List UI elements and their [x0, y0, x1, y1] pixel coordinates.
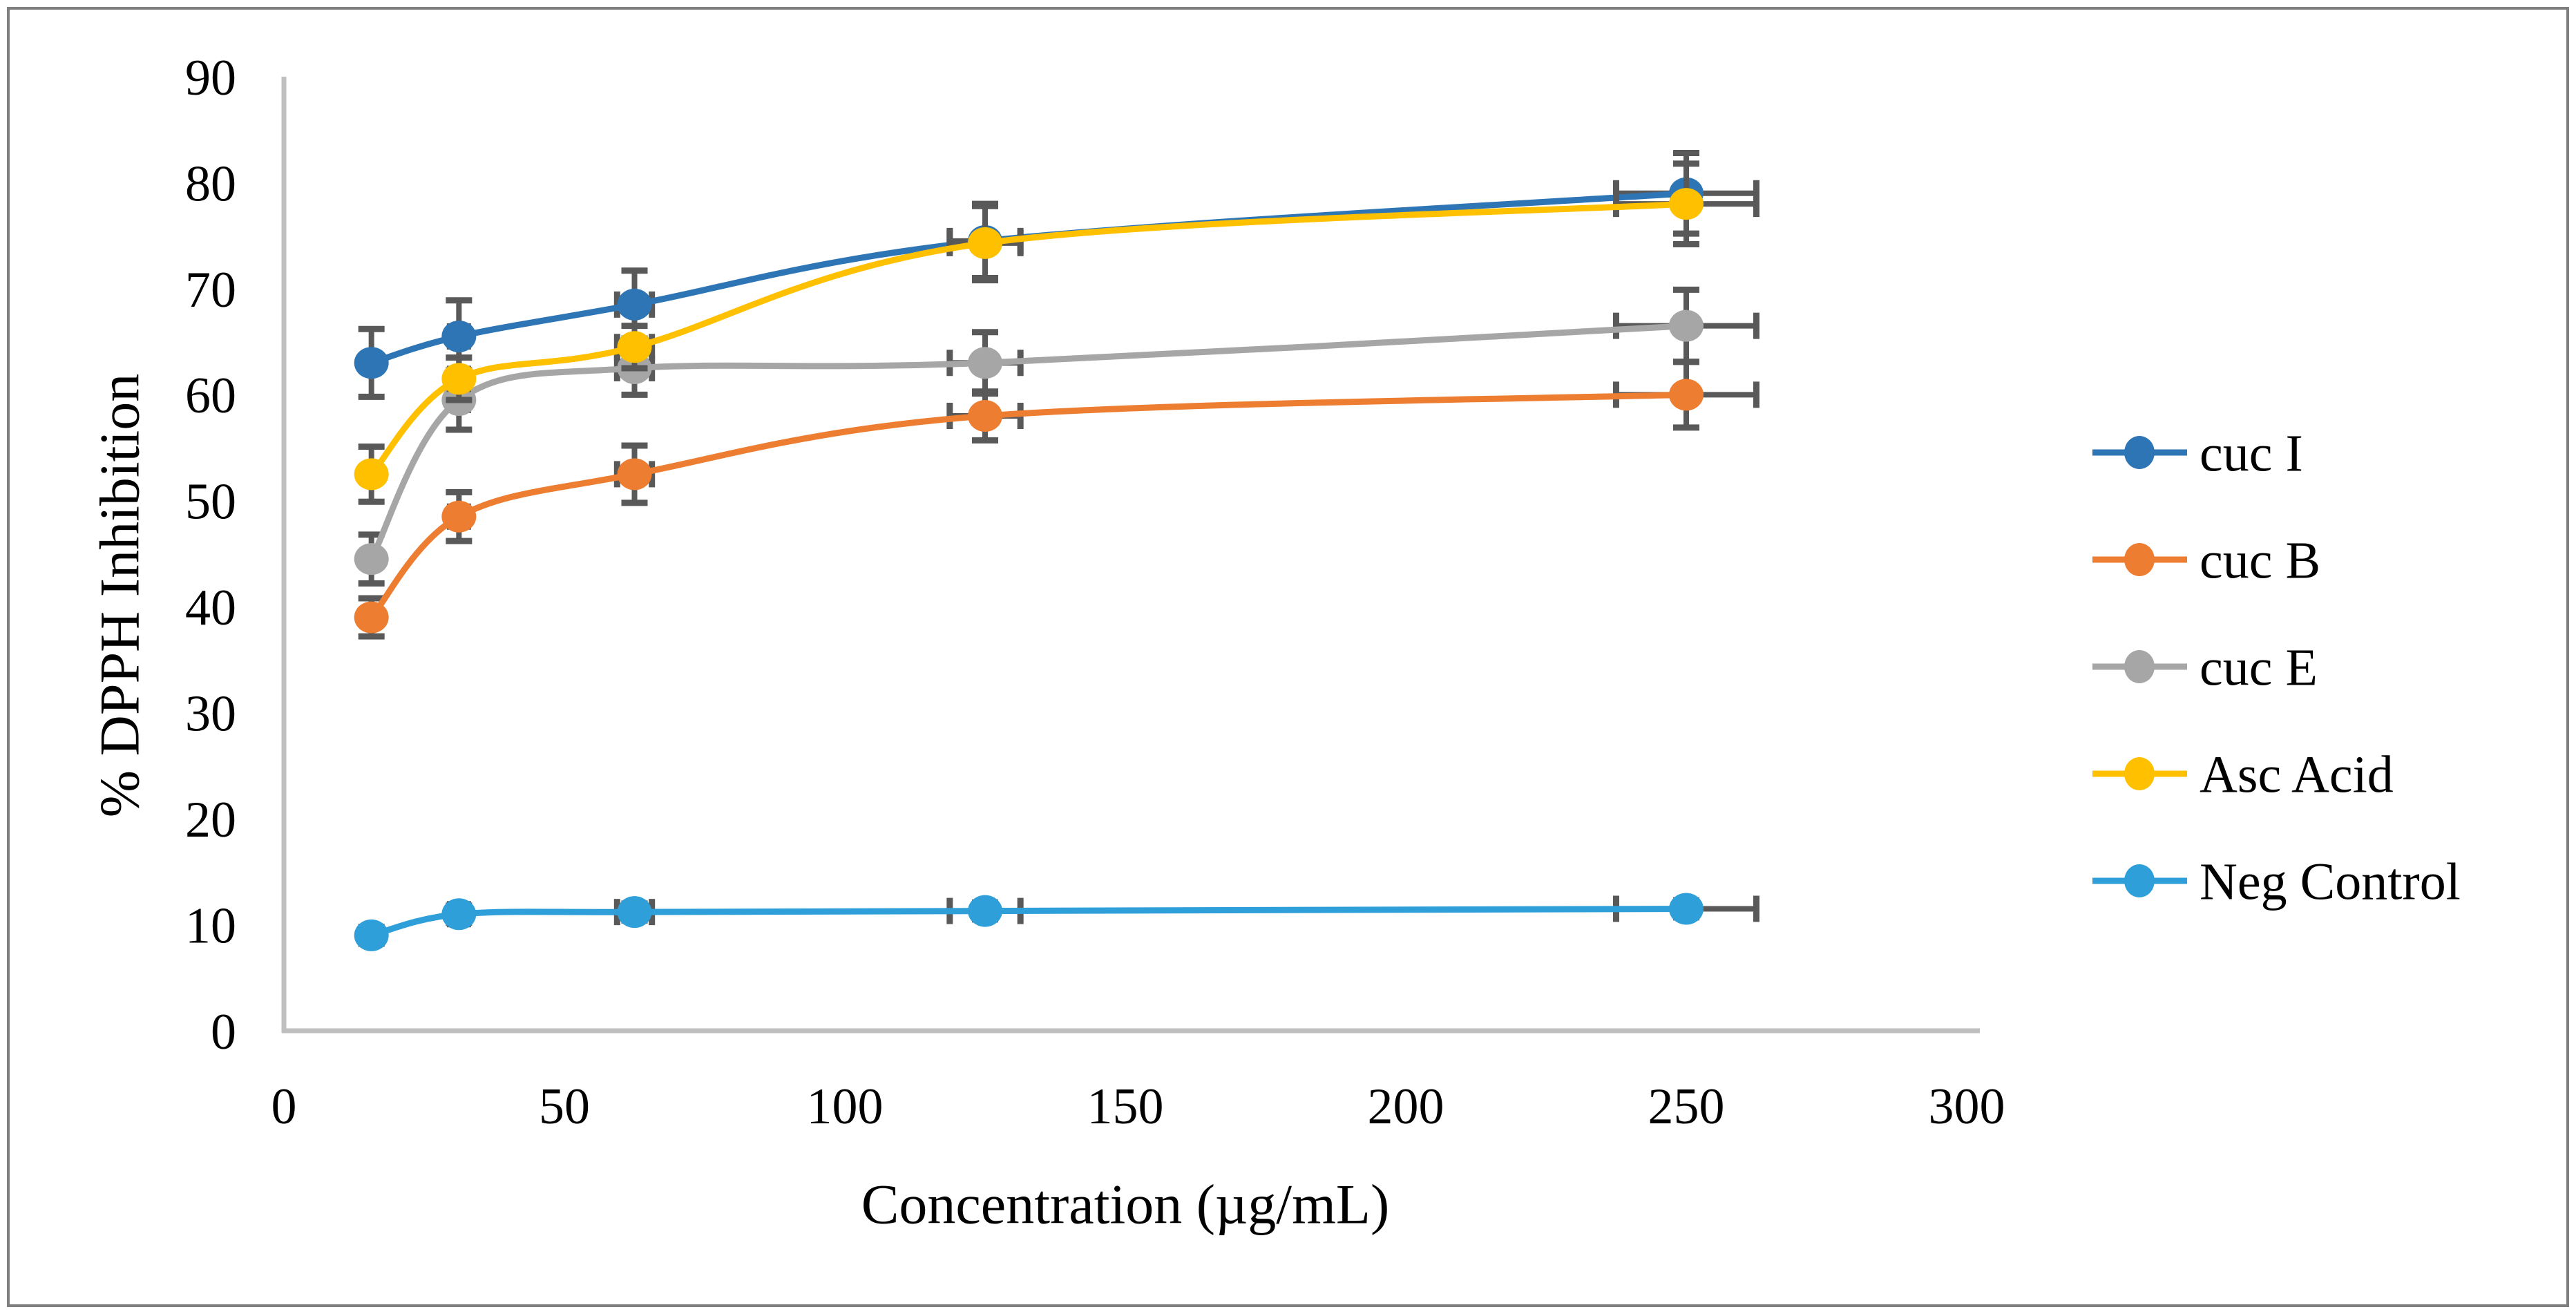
series-asc-acid — [354, 160, 1759, 505]
y-tick-label: 30 — [185, 686, 236, 743]
data-point — [354, 347, 389, 379]
data-point — [968, 895, 1002, 927]
data-point — [1669, 310, 1704, 342]
series-line — [368, 323, 1690, 562]
legend-marker-icon — [2124, 436, 2155, 469]
x-axis-title: Concentration (µg/mL) — [861, 1173, 1390, 1236]
legend: cuc I cuc B cuc E Asc Acid Neg Control — [2092, 425, 2461, 911]
legend-item: Neg Control — [2092, 853, 2461, 911]
legend-label: Neg Control — [2200, 853, 2461, 911]
legend-marker-icon — [2124, 757, 2155, 790]
data-point — [1669, 188, 1704, 220]
x-tick-label: 150 — [1087, 1078, 1164, 1135]
y-tick-label: 60 — [185, 368, 236, 424]
data-point — [354, 543, 389, 575]
legend-item: cuc B — [2092, 532, 2320, 590]
series-line — [368, 906, 1690, 939]
x-tick-label: 200 — [1368, 1078, 1444, 1135]
y-tick-label: 20 — [185, 792, 236, 848]
data-point — [617, 331, 652, 363]
y-tick-label: 80 — [185, 155, 236, 212]
legend-marker-icon — [2124, 650, 2155, 683]
figure-border: Concentration (µg/mL) % DPPH Inhibition … — [7, 7, 2569, 1307]
x-tick-label: 0 — [271, 1078, 297, 1135]
data-point — [1669, 379, 1704, 411]
y-tick-label: 0 — [211, 1004, 236, 1060]
data-point — [968, 227, 1002, 259]
series-cuc-e — [354, 286, 1759, 587]
legend-label: Asc Acid — [2200, 746, 2394, 804]
x-tick-label: 50 — [539, 1078, 590, 1135]
legend-label: cuc B — [2200, 532, 2320, 590]
data-point — [617, 458, 652, 491]
x-tick-label: 250 — [1648, 1078, 1725, 1135]
y-tick-label: 70 — [185, 262, 236, 318]
legend-item: cuc I — [2092, 425, 2303, 483]
data-point — [968, 400, 1002, 432]
data-point — [354, 601, 389, 634]
legend-marker-icon — [2124, 864, 2155, 897]
data-point — [617, 288, 652, 321]
legend-marker-icon — [2124, 543, 2155, 576]
chart-canvas: Concentration (µg/mL) % DPPH Inhibition … — [88, 50, 2461, 1236]
data-point — [968, 347, 1002, 379]
y-tick-label: 50 — [185, 474, 236, 531]
y-tick-label: 90 — [185, 50, 236, 106]
data-point — [441, 363, 477, 395]
legend-item: Asc Acid — [2092, 746, 2394, 804]
legend-label: cuc I — [2200, 425, 2303, 483]
y-axis-title: % DPPH Inhibition — [88, 374, 151, 817]
x-tick-label: 100 — [807, 1078, 884, 1135]
data-point — [441, 500, 477, 533]
x-tick-label: 300 — [1929, 1078, 2005, 1135]
data-point — [441, 320, 477, 352]
series-neg-control — [354, 893, 1759, 951]
legend-label: cuc E — [2200, 639, 2318, 697]
data-point — [354, 458, 389, 491]
series-cuc-b — [354, 359, 1759, 640]
y-tick-label: 40 — [185, 580, 236, 636]
y-tick-label: 10 — [185, 897, 236, 954]
data-point — [1669, 893, 1704, 925]
data-point — [441, 898, 477, 931]
axes: 0 10 20 30 40 50 60 70 80 90 0 50 100 150 200 250 300 — [185, 50, 2005, 1135]
series-line — [368, 391, 1690, 621]
legend-item: cuc E — [2092, 639, 2318, 697]
data-point — [354, 919, 389, 951]
data-point — [617, 896, 652, 929]
